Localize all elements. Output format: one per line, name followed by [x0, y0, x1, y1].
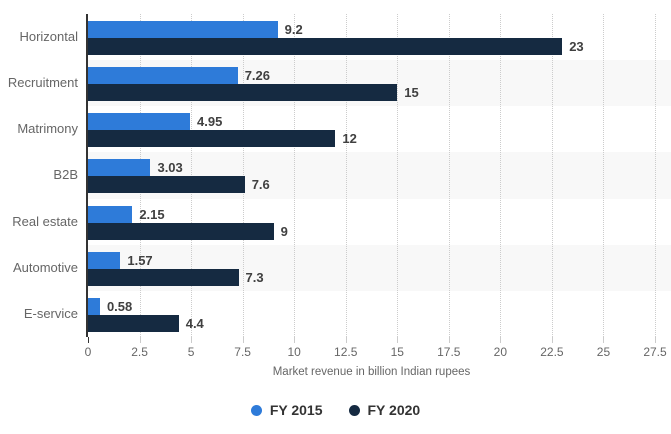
bar[interactable]: [88, 314, 179, 332]
value-label: 4.4: [185, 315, 204, 331]
bar[interactable]: [88, 38, 563, 55]
value-label: 9: [280, 223, 288, 239]
bar[interactable]: [88, 113, 191, 131]
bar[interactable]: [88, 159, 151, 177]
legend-marker-dot: [348, 404, 360, 416]
legend-marker-dot: [250, 404, 262, 416]
bar[interactable]: [88, 251, 121, 269]
value-label: 1.57: [127, 252, 153, 268]
value-label: 7.26: [244, 68, 270, 84]
legend-item[interactable]: FY 2020: [348, 402, 421, 418]
value-label: 12: [342, 131, 357, 147]
bar[interactable]: [88, 21, 278, 38]
legend: FY 2015 FY 2020: [0, 402, 671, 418]
value-label: 9.2: [284, 22, 303, 37]
legend-label: FY 2015: [269, 402, 323, 418]
value-label: 7.3: [245, 269, 264, 285]
legend-item[interactable]: FY 2015: [250, 402, 323, 418]
bar[interactable]: [88, 297, 100, 315]
bar[interactable]: [88, 176, 245, 194]
bar[interactable]: [88, 84, 398, 102]
bar[interactable]: [88, 130, 336, 148]
bar[interactable]: [88, 205, 133, 223]
value-label: 7.6: [251, 177, 270, 193]
value-label: 2.15: [139, 206, 165, 222]
bar[interactable]: [88, 222, 274, 240]
value-label: 4.95: [197, 114, 223, 130]
value-label: 15: [404, 85, 419, 101]
x-axis-title: Market revenue in billion Indian rupees: [272, 366, 471, 378]
value-label: 23: [569, 39, 584, 54]
legend-label: FY 2020: [367, 402, 421, 418]
bar[interactable]: [88, 67, 238, 85]
bar[interactable]: [88, 268, 239, 286]
value-label: 0.58: [106, 298, 133, 314]
value-label: 3.03: [157, 160, 183, 176]
